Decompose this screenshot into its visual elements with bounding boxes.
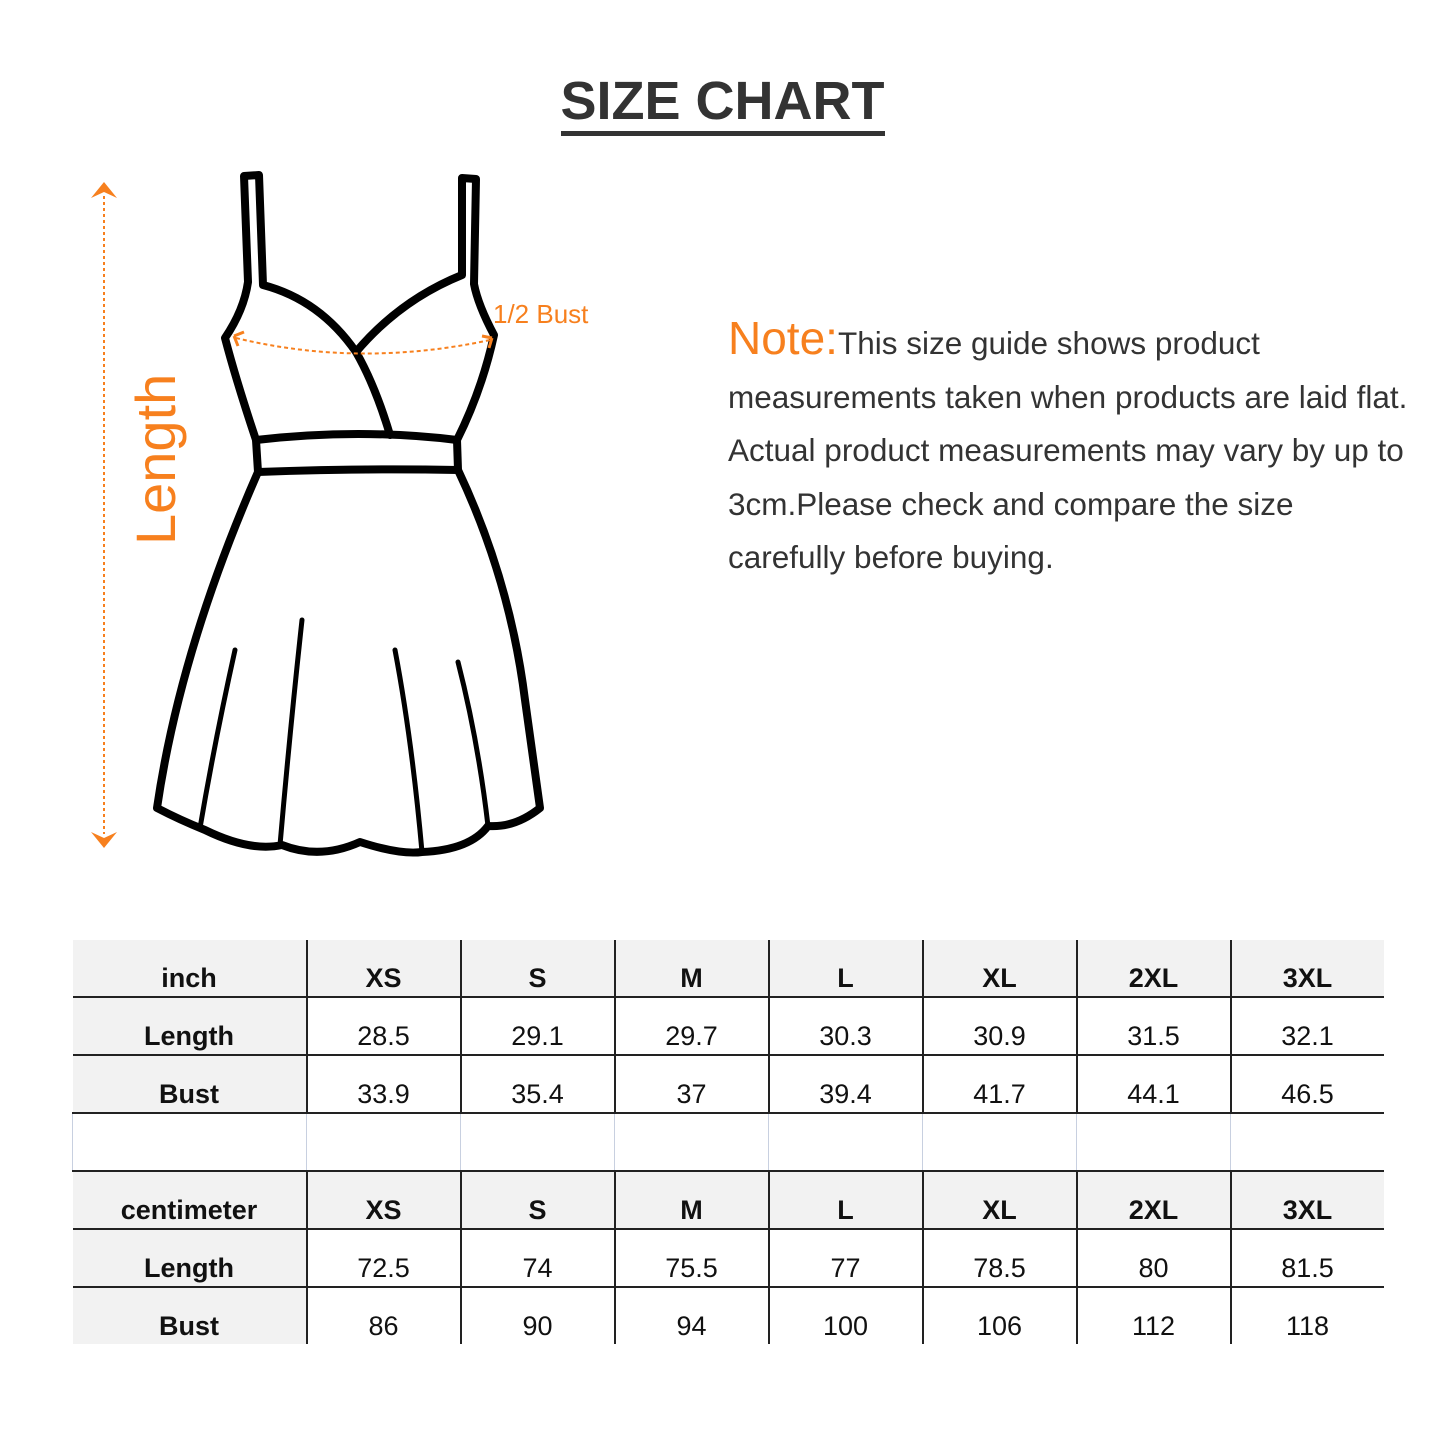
row-label: Bust bbox=[72, 1287, 307, 1344]
size-header: L bbox=[767, 940, 923, 998]
unit-cell: centimeter bbox=[72, 1171, 307, 1230]
size-header: S bbox=[459, 1171, 615, 1230]
cell: 41.7 bbox=[921, 1055, 1077, 1114]
bust-label: 1/2 Bust bbox=[493, 299, 589, 329]
cell: 30.9 bbox=[921, 997, 1077, 1056]
unit-cell: inch bbox=[72, 940, 307, 998]
note-text: This size guide shows product measuremen… bbox=[728, 325, 1408, 575]
page-title: SIZE CHART bbox=[0, 70, 1445, 136]
table-row: Length 72.5 74 75.5 77 78.5 80 81.5 bbox=[72, 1229, 1384, 1288]
row-label: Length bbox=[72, 997, 307, 1056]
cell: 31.5 bbox=[1075, 997, 1231, 1056]
cell: 74 bbox=[459, 1229, 615, 1288]
size-header: 2XL bbox=[1075, 940, 1231, 998]
cell: 86 bbox=[305, 1287, 461, 1344]
cell: 106 bbox=[921, 1287, 1077, 1344]
cell: 30.3 bbox=[767, 997, 923, 1056]
cell: 118 bbox=[1229, 1287, 1384, 1344]
table-header-row: inch XS S M L XL 2XL 3XL bbox=[72, 940, 1384, 998]
note: Note:This size guide shows product measu… bbox=[728, 312, 1408, 585]
size-header: XL bbox=[921, 1171, 1077, 1230]
size-header: L bbox=[767, 1171, 923, 1230]
cell: 81.5 bbox=[1229, 1229, 1384, 1288]
cell: 33.9 bbox=[305, 1055, 461, 1114]
size-table: inch XS S M L XL 2XL 3XL Length 28.5 29.… bbox=[72, 940, 1384, 1344]
cell: 75.5 bbox=[613, 1229, 769, 1288]
table-row: Bust 86 90 94 100 106 112 118 bbox=[72, 1287, 1384, 1344]
cell: 39.4 bbox=[767, 1055, 923, 1114]
note-label: Note: bbox=[728, 312, 838, 364]
size-header: XS bbox=[305, 940, 461, 998]
table-row: Bust 33.9 35.4 37 39.4 41.7 44.1 46.5 bbox=[72, 1055, 1384, 1114]
cell: 80 bbox=[1075, 1229, 1231, 1288]
size-header: S bbox=[459, 940, 615, 998]
cell: 35.4 bbox=[459, 1055, 615, 1114]
size-header: 2XL bbox=[1075, 1171, 1231, 1230]
cell: 112 bbox=[1075, 1287, 1231, 1344]
cell: 90 bbox=[459, 1287, 615, 1344]
size-header: XS bbox=[305, 1171, 461, 1230]
cell: 44.1 bbox=[1075, 1055, 1231, 1114]
size-header: XL bbox=[921, 940, 1077, 998]
cell: 77 bbox=[767, 1229, 923, 1288]
cell: 37 bbox=[613, 1055, 769, 1114]
cell: 100 bbox=[767, 1287, 923, 1344]
size-header: 3XL bbox=[1229, 1171, 1384, 1230]
cell: 78.5 bbox=[921, 1229, 1077, 1288]
cell: 94 bbox=[613, 1287, 769, 1344]
bust-arrow-icon bbox=[235, 337, 491, 355]
length-label: Length bbox=[124, 374, 187, 545]
table-row: Length 28.5 29.1 29.7 30.3 30.9 31.5 32.… bbox=[72, 997, 1384, 1056]
cell: 28.5 bbox=[305, 997, 461, 1056]
size-header: 3XL bbox=[1229, 940, 1384, 998]
dress-outline-icon bbox=[153, 171, 544, 857]
size-header: M bbox=[613, 1171, 769, 1230]
cell: 72.5 bbox=[305, 1229, 461, 1288]
row-label: Bust bbox=[72, 1055, 307, 1114]
spacer-row bbox=[72, 1113, 1384, 1172]
cell: 32.1 bbox=[1229, 997, 1384, 1056]
row-label: Length bbox=[72, 1229, 307, 1288]
length-arrow-icon bbox=[91, 182, 117, 848]
size-header: M bbox=[613, 940, 769, 998]
dress-diagram: Length 1/2 Bust bbox=[91, 171, 589, 857]
cell: 46.5 bbox=[1229, 1055, 1384, 1114]
cell: 29.7 bbox=[613, 997, 769, 1056]
cell: 29.1 bbox=[459, 997, 615, 1056]
table-header-row: centimeter XS S M L XL 2XL 3XL bbox=[72, 1171, 1384, 1230]
